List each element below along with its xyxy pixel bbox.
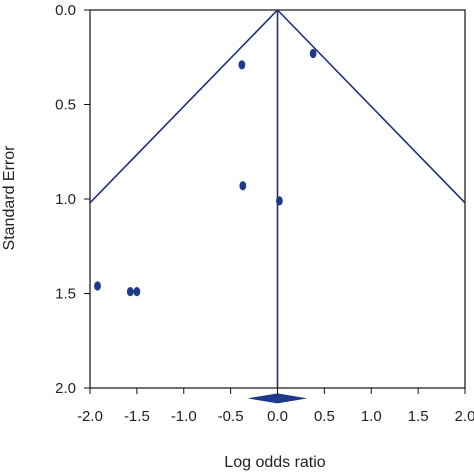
y-tick-label: 0.5 [55,97,76,114]
x-tick-label: -1.0 [171,408,197,425]
x-tick-label: -1.5 [124,408,150,425]
data-point-1 [238,60,246,70]
x-tick-label: 1.5 [408,408,429,425]
x-tick-label: 0.5 [314,408,335,425]
funnel-left-line [89,9,279,204]
data-point-5 [94,281,101,291]
data-point-7 [133,287,141,297]
data-point-4 [275,196,283,206]
x-tick-label: -2.0 [77,408,103,425]
x-tick-label: 1.0 [361,408,382,425]
y-axis-title: Standard Error [1,145,18,251]
summary-diamond [247,393,308,404]
funnel-right-line [276,9,466,204]
data-point-3 [239,181,247,191]
x-tick-label: 2.0 [455,408,474,425]
x-tick-label: -0.5 [218,408,244,425]
data-point-2 [309,48,317,59]
y-tick-label: 2.0 [55,380,76,397]
y-tick-label: 0.0 [55,2,76,19]
y-tick-label: 1.5 [55,286,76,303]
data-point-6 [126,287,134,297]
x-tick-label: 0.0 [267,408,288,425]
x-axis-title: Log odds ratio [224,454,326,471]
y-tick-label: 1.0 [55,191,76,208]
